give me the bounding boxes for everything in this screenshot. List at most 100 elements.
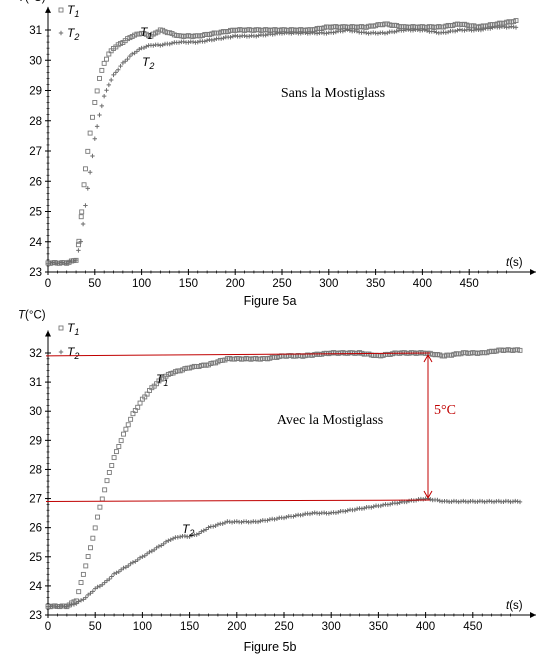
chart2-series-t2-point <box>326 511 332 516</box>
chart1-series-t2-point <box>230 34 236 39</box>
chart1-series-t2-point <box>130 51 135 57</box>
chart1-series-t2-point <box>141 45 147 51</box>
chart2-y-tick-label: 23 <box>29 610 42 622</box>
chart1-series-t2-point <box>97 112 102 118</box>
chart1-series-t2-point <box>392 29 397 35</box>
chart2-series-t2-point <box>59 603 65 609</box>
chart1-legend-marker-t1 <box>58 7 64 13</box>
chart2-series-t2-point <box>428 497 433 502</box>
chart1-series-t2-point <box>120 60 126 66</box>
chart2-series-t1-point <box>118 438 124 444</box>
chart2-series-t2-point <box>135 557 140 563</box>
chart1-series-t2-point <box>228 35 233 40</box>
chart2-series-t2-point <box>371 504 376 509</box>
chart2-series-t2-point <box>284 514 289 520</box>
chart2-series-t2-point <box>388 502 393 507</box>
chart1-series-t2-point <box>289 31 294 36</box>
chart2-series-t2-point <box>293 513 298 518</box>
chart2-series-t1-point <box>80 571 86 577</box>
chart1-series-t2-point <box>118 63 123 69</box>
chart2-series-t2-point <box>397 500 402 505</box>
chart1-series-t2-point <box>415 27 420 32</box>
chart1-series-t2-point <box>303 30 308 36</box>
chart1-series-t2-point <box>113 70 119 75</box>
chart1-series-t2-point <box>59 260 65 265</box>
chart2-ref-line-t1 <box>45 352 431 357</box>
chart2-series-t2-point <box>362 506 367 511</box>
chart2-series-t2-point <box>491 499 497 505</box>
chart1-series-t2-point <box>254 34 259 39</box>
chart2-series-t2-point <box>123 565 129 570</box>
chart2-series-t2-point <box>97 583 103 589</box>
chart1-y-tick-label: 25 <box>29 207 42 219</box>
chart1-curve-label-t2: T2 <box>142 55 154 71</box>
chart2-series-t2-point <box>83 595 88 600</box>
chart2-series-t2-point <box>222 520 228 525</box>
chart2-x-tick-label: 300 <box>322 621 341 633</box>
chart1-legend-marker-t2 <box>58 30 64 36</box>
chart2-series-t2-point <box>291 514 296 519</box>
chart1-series-t2-point <box>497 25 502 30</box>
chart1-series-t2-point <box>307 30 313 36</box>
chart2-series-t2-point <box>67 603 72 608</box>
chart2-delta-arrow-head-bottom <box>423 490 433 500</box>
chart1-series-t2-point <box>443 30 448 35</box>
chart2-x-tick-label: 400 <box>416 621 435 633</box>
chart1-series-t2-point <box>478 27 484 33</box>
chart1-series-t2-point <box>94 124 100 129</box>
chart2-series-t2-point <box>255 519 261 525</box>
chart2-series-t1-point <box>116 444 122 449</box>
chart2-series-t2-point <box>109 574 114 579</box>
chart2-series-t2-point <box>71 602 77 607</box>
chart1-x-axis-arrow <box>530 269 536 275</box>
chart2-series-t2-point <box>196 531 202 536</box>
chart2-series-t1-point <box>109 463 115 468</box>
chart2-series-t2-point <box>215 522 221 527</box>
chart1-series-t2-point <box>293 30 299 35</box>
chart1-series-t2-point <box>455 28 460 33</box>
chart2-x-tick-label: 450 <box>463 621 482 633</box>
chart2-x-axis-label: t(s) <box>506 600 523 612</box>
chart1-series-t2-point <box>78 239 83 244</box>
chart2-series-t2-point <box>248 519 254 525</box>
chart1-series-t2-point <box>169 41 175 46</box>
chart1-series-t2-point <box>347 28 353 33</box>
chart2-series-t2-point <box>177 534 183 540</box>
chart1-series-t2-point <box>108 77 114 83</box>
chart2-series-t2-point <box>220 521 225 526</box>
chart2-series-t2-point <box>206 525 211 530</box>
chart1-legend-label-t1: T1 <box>67 3 79 19</box>
chart2-x-tick-label: 0 <box>45 621 51 633</box>
chart1-series-t2-point <box>272 31 278 37</box>
chart2-series-t1-point <box>76 589 82 595</box>
chart2-series-t2-point <box>64 604 70 609</box>
chart1-series-t1-point <box>81 182 87 188</box>
chart2-series-t2-point <box>378 503 383 509</box>
chart2-series-t1-point <box>88 545 93 551</box>
chart1-x-tick-label: 100 <box>132 278 151 290</box>
chart2-series-t2-point <box>166 538 171 543</box>
chart1-series-t2-point <box>513 25 519 30</box>
chart1-series-t2-point <box>99 103 105 109</box>
chart1-y-tick-label: 27 <box>29 146 42 158</box>
chart1-series-t2-point <box>160 42 165 48</box>
chart1-series-t2-point <box>64 261 69 266</box>
chart2-series-t2-point <box>454 499 459 504</box>
chart2-series-t2-point <box>239 520 244 525</box>
chart1-series-t2-point <box>481 27 486 32</box>
chart1-series-t2-point <box>354 28 360 34</box>
chart2-y-tick-label: 27 <box>29 494 42 506</box>
chart1-series-t2-point <box>380 30 385 35</box>
chart2-series-t2-point <box>369 505 374 510</box>
chart2-series-t2-point <box>265 518 270 523</box>
chart1-series-t2-point <box>364 30 369 36</box>
chart1-x-tick-label: 50 <box>88 278 101 290</box>
chart2-x-tick-label: 350 <box>369 621 388 633</box>
chart2-series-t2-point <box>343 509 348 514</box>
chart1-x-tick-label: 0 <box>45 278 51 290</box>
chart2-series-t2-point <box>510 499 516 504</box>
chart2-series-t1-point <box>517 347 523 353</box>
chart2-series-t2-point <box>144 551 150 557</box>
chart2-series-t1-point <box>90 535 96 541</box>
chart1-x-tick-label: 450 <box>460 278 479 290</box>
